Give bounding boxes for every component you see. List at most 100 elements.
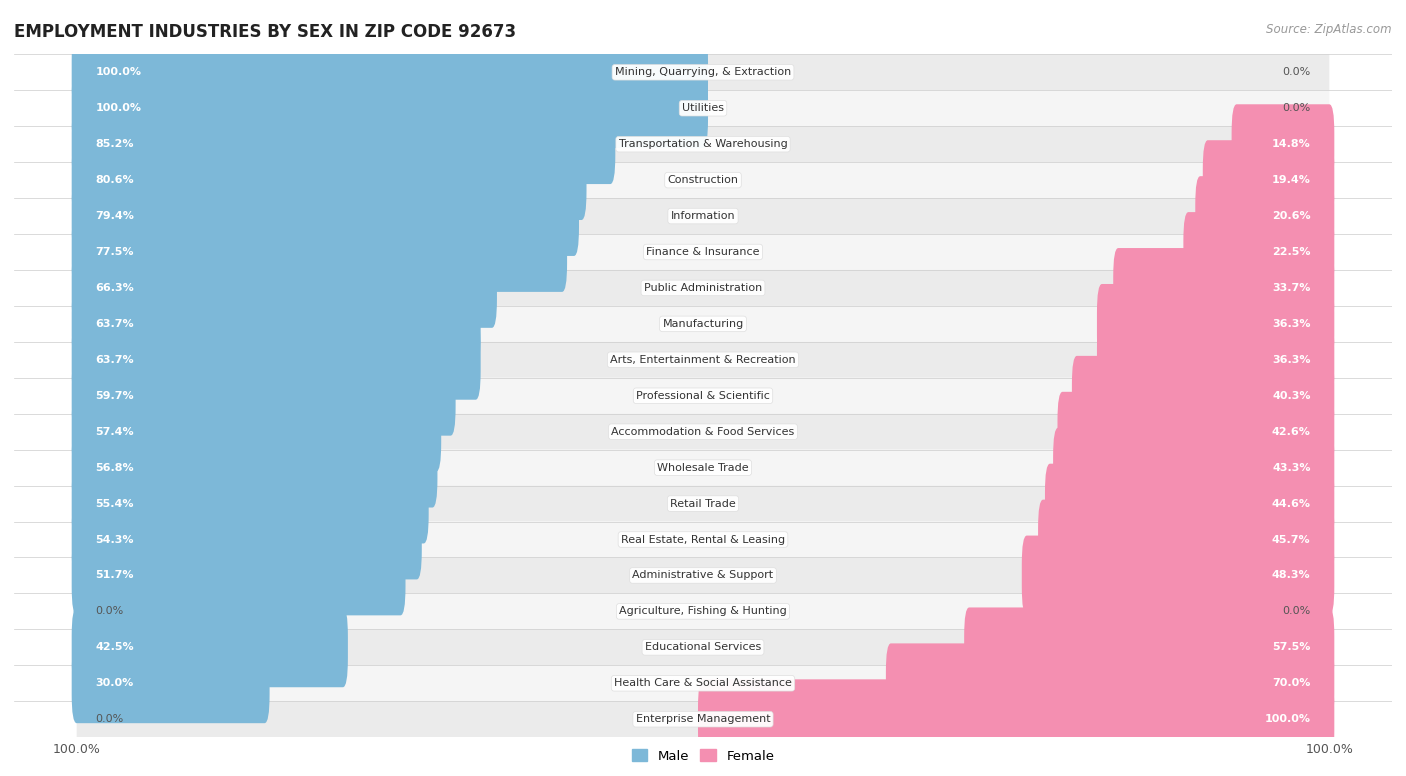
Text: Arts, Entertainment & Recreation: Arts, Entertainment & Recreation xyxy=(610,355,796,365)
Text: 77.5%: 77.5% xyxy=(96,247,134,257)
FancyBboxPatch shape xyxy=(77,126,1329,162)
FancyBboxPatch shape xyxy=(72,33,709,113)
Text: 48.3%: 48.3% xyxy=(1272,570,1310,580)
FancyBboxPatch shape xyxy=(1202,140,1334,220)
FancyBboxPatch shape xyxy=(72,643,270,723)
Text: 33.7%: 33.7% xyxy=(1272,283,1310,293)
FancyBboxPatch shape xyxy=(77,557,1329,594)
Text: 80.6%: 80.6% xyxy=(96,175,134,185)
Text: Health Care & Social Assistance: Health Care & Social Assistance xyxy=(614,678,792,688)
Text: Professional & Scientific: Professional & Scientific xyxy=(636,391,770,400)
FancyBboxPatch shape xyxy=(1022,535,1334,615)
Text: Agriculture, Fishing & Hunting: Agriculture, Fishing & Hunting xyxy=(619,606,787,616)
FancyBboxPatch shape xyxy=(72,608,347,688)
FancyBboxPatch shape xyxy=(77,665,1329,702)
Text: 63.7%: 63.7% xyxy=(96,319,134,329)
Text: 66.3%: 66.3% xyxy=(96,283,134,293)
Text: 36.3%: 36.3% xyxy=(1272,355,1310,365)
FancyBboxPatch shape xyxy=(77,162,1329,198)
Text: 59.7%: 59.7% xyxy=(96,391,134,400)
Text: 57.5%: 57.5% xyxy=(1272,643,1310,653)
Text: Finance & Insurance: Finance & Insurance xyxy=(647,247,759,257)
FancyBboxPatch shape xyxy=(72,500,422,580)
FancyBboxPatch shape xyxy=(1057,392,1334,472)
FancyBboxPatch shape xyxy=(77,270,1329,306)
FancyBboxPatch shape xyxy=(77,306,1329,342)
FancyBboxPatch shape xyxy=(77,54,1329,90)
Text: 55.4%: 55.4% xyxy=(96,499,134,508)
Text: 100.0%: 100.0% xyxy=(1264,714,1310,724)
Text: 79.4%: 79.4% xyxy=(96,211,135,221)
Text: 0.0%: 0.0% xyxy=(1282,606,1310,616)
Text: 85.2%: 85.2% xyxy=(96,139,134,149)
Text: Public Administration: Public Administration xyxy=(644,283,762,293)
FancyBboxPatch shape xyxy=(697,679,1334,759)
Text: Mining, Quarrying, & Extraction: Mining, Quarrying, & Extraction xyxy=(614,68,792,78)
FancyBboxPatch shape xyxy=(1097,284,1334,364)
Text: Transportation & Warehousing: Transportation & Warehousing xyxy=(619,139,787,149)
Text: 63.7%: 63.7% xyxy=(96,355,134,365)
Text: 54.3%: 54.3% xyxy=(96,535,134,545)
Text: 70.0%: 70.0% xyxy=(1272,678,1310,688)
FancyBboxPatch shape xyxy=(72,176,579,256)
Text: EMPLOYMENT INDUSTRIES BY SEX IN ZIP CODE 92673: EMPLOYMENT INDUSTRIES BY SEX IN ZIP CODE… xyxy=(14,23,516,41)
Text: 0.0%: 0.0% xyxy=(96,606,124,616)
Text: 44.6%: 44.6% xyxy=(1271,499,1310,508)
Text: Construction: Construction xyxy=(668,175,738,185)
FancyBboxPatch shape xyxy=(1114,248,1334,327)
Text: 42.6%: 42.6% xyxy=(1271,427,1310,437)
FancyBboxPatch shape xyxy=(72,356,456,435)
FancyBboxPatch shape xyxy=(77,629,1329,665)
FancyBboxPatch shape xyxy=(77,234,1329,270)
FancyBboxPatch shape xyxy=(1097,320,1334,400)
Text: 100.0%: 100.0% xyxy=(96,103,142,113)
FancyBboxPatch shape xyxy=(72,140,586,220)
FancyBboxPatch shape xyxy=(77,342,1329,378)
FancyBboxPatch shape xyxy=(72,535,405,615)
FancyBboxPatch shape xyxy=(1184,212,1334,292)
Text: Information: Information xyxy=(671,211,735,221)
FancyBboxPatch shape xyxy=(1232,104,1334,184)
Text: Manufacturing: Manufacturing xyxy=(662,319,744,329)
FancyBboxPatch shape xyxy=(77,198,1329,234)
Text: 51.7%: 51.7% xyxy=(96,570,134,580)
Text: 43.3%: 43.3% xyxy=(1272,462,1310,473)
Text: 56.8%: 56.8% xyxy=(96,462,134,473)
FancyBboxPatch shape xyxy=(1038,500,1334,580)
FancyBboxPatch shape xyxy=(886,643,1334,723)
FancyBboxPatch shape xyxy=(72,392,441,472)
Text: Real Estate, Rental & Leasing: Real Estate, Rental & Leasing xyxy=(621,535,785,545)
Text: 100.0%: 100.0% xyxy=(96,68,142,78)
FancyBboxPatch shape xyxy=(72,212,567,292)
FancyBboxPatch shape xyxy=(77,486,1329,521)
Text: Administrative & Support: Administrative & Support xyxy=(633,570,773,580)
FancyBboxPatch shape xyxy=(1045,464,1334,543)
Legend: Male, Female: Male, Female xyxy=(626,744,780,768)
Text: 14.8%: 14.8% xyxy=(1272,139,1310,149)
Text: 20.6%: 20.6% xyxy=(1272,211,1310,221)
Text: Accommodation & Food Services: Accommodation & Food Services xyxy=(612,427,794,437)
FancyBboxPatch shape xyxy=(77,702,1329,737)
Text: Educational Services: Educational Services xyxy=(645,643,761,653)
Text: Wholesale Trade: Wholesale Trade xyxy=(657,462,749,473)
FancyBboxPatch shape xyxy=(77,449,1329,486)
Text: 40.3%: 40.3% xyxy=(1272,391,1310,400)
FancyBboxPatch shape xyxy=(77,594,1329,629)
Text: 57.4%: 57.4% xyxy=(96,427,134,437)
FancyBboxPatch shape xyxy=(72,248,496,327)
Text: 30.0%: 30.0% xyxy=(96,678,134,688)
Text: 22.5%: 22.5% xyxy=(1272,247,1310,257)
FancyBboxPatch shape xyxy=(72,68,709,148)
FancyBboxPatch shape xyxy=(72,320,481,400)
FancyBboxPatch shape xyxy=(72,428,437,508)
FancyBboxPatch shape xyxy=(77,90,1329,126)
Text: 0.0%: 0.0% xyxy=(96,714,124,724)
FancyBboxPatch shape xyxy=(1195,176,1334,256)
FancyBboxPatch shape xyxy=(72,284,481,364)
FancyBboxPatch shape xyxy=(1053,428,1334,508)
Text: Utilities: Utilities xyxy=(682,103,724,113)
FancyBboxPatch shape xyxy=(77,414,1329,449)
Text: 0.0%: 0.0% xyxy=(1282,68,1310,78)
Text: 0.0%: 0.0% xyxy=(1282,103,1310,113)
FancyBboxPatch shape xyxy=(72,104,616,184)
